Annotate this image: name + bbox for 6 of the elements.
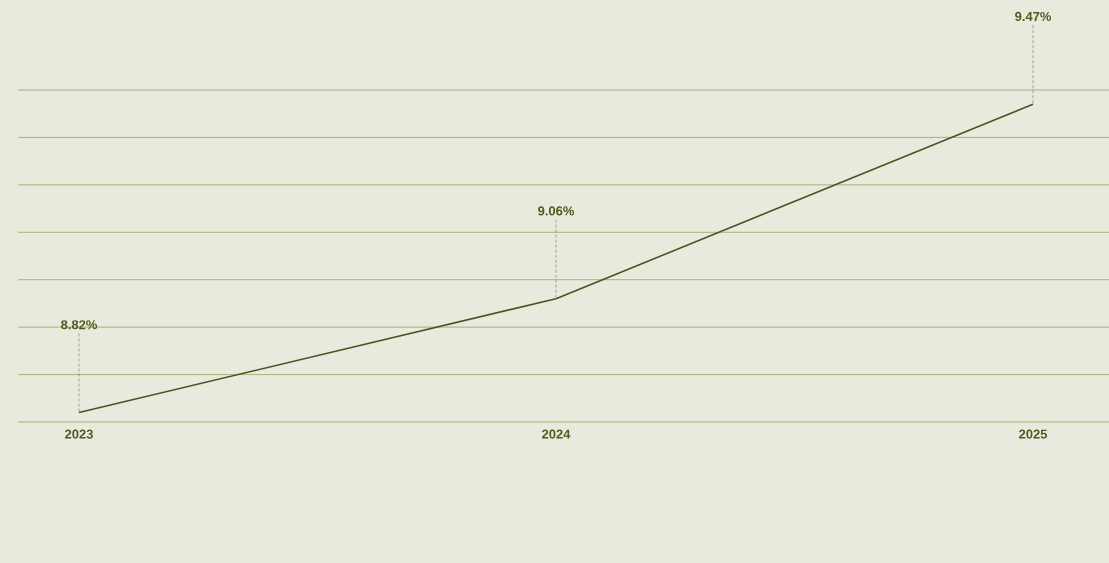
x-tick-label: 2023: [65, 429, 93, 439]
data-label: 9.06%: [538, 206, 575, 216]
x-tick-label: 2024: [542, 429, 571, 439]
data-label: 8.82%: [61, 320, 98, 330]
x-tick-label: 2025: [1019, 429, 1048, 439]
data-label: 9.47%: [1015, 11, 1052, 22]
